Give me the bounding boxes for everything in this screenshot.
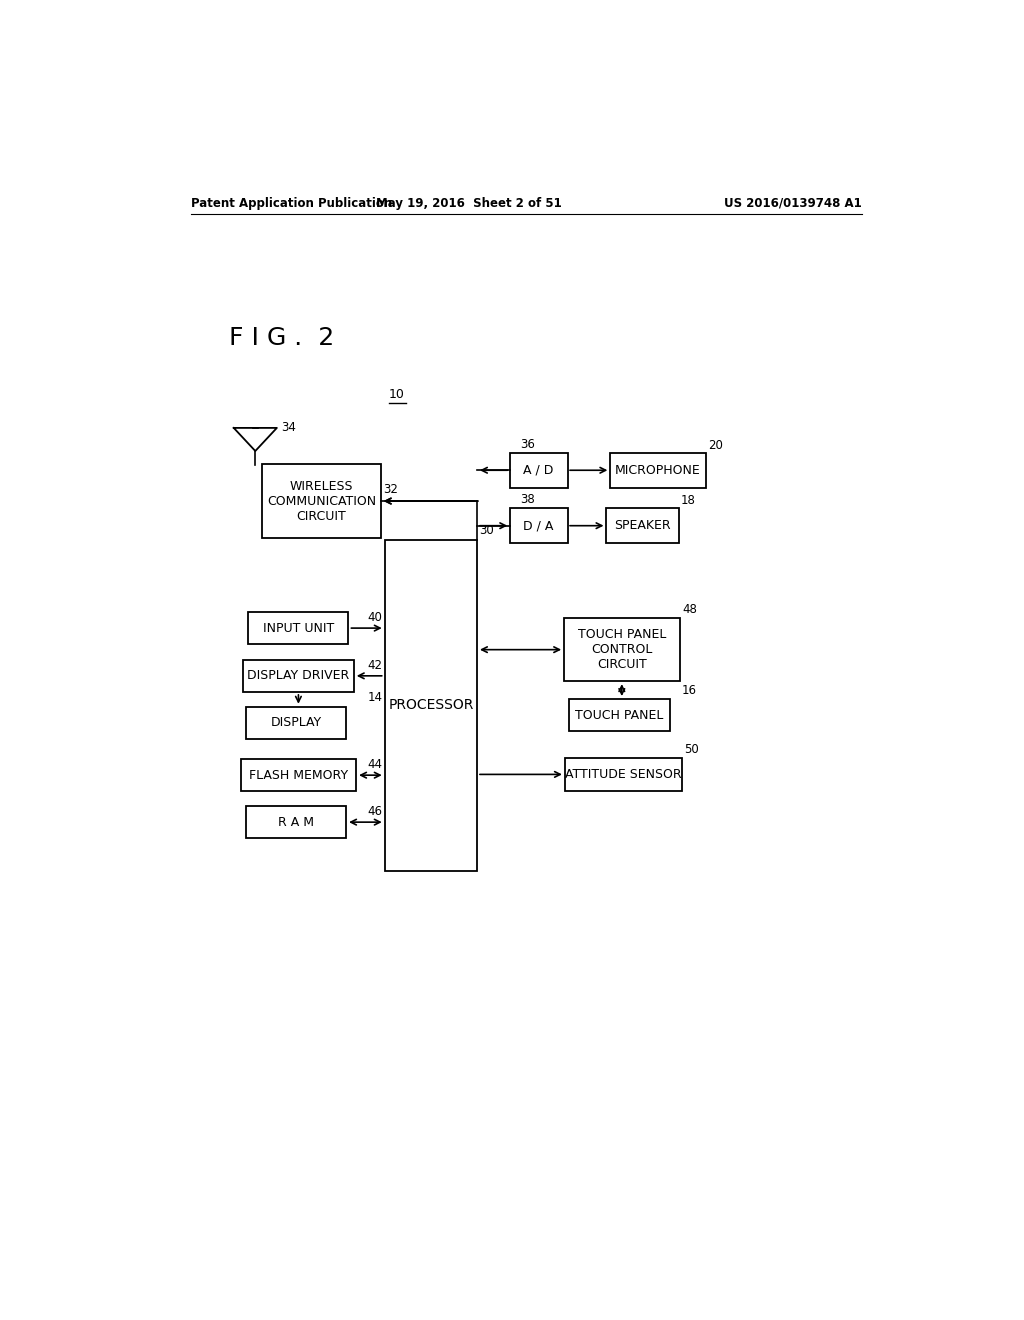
Text: D / A: D / A: [523, 519, 554, 532]
Bar: [246, 807, 346, 838]
Text: 18: 18: [681, 494, 696, 507]
Text: A / D: A / D: [523, 463, 554, 477]
Text: PROCESSOR: PROCESSOR: [388, 698, 473, 711]
Text: 50: 50: [684, 743, 699, 756]
Text: F I G .  2: F I G . 2: [229, 326, 335, 350]
Text: MICROPHONE: MICROPHONE: [615, 463, 700, 477]
Bar: [243, 660, 354, 692]
Bar: [510, 508, 567, 543]
Text: 14: 14: [368, 692, 382, 705]
Text: R A M: R A M: [279, 816, 314, 829]
Bar: [606, 508, 679, 543]
Text: TOUCH PANEL: TOUCH PANEL: [575, 709, 664, 722]
Text: 16: 16: [682, 684, 697, 697]
Bar: [385, 540, 477, 871]
Text: May 19, 2016  Sheet 2 of 51: May 19, 2016 Sheet 2 of 51: [377, 197, 562, 210]
Text: INPUT UNIT: INPUT UNIT: [263, 622, 334, 635]
Text: 44: 44: [368, 758, 382, 771]
Bar: [565, 758, 682, 791]
Bar: [246, 706, 346, 739]
Text: 48: 48: [682, 603, 696, 615]
Text: Patent Application Publication: Patent Application Publication: [190, 197, 392, 210]
Text: 20: 20: [708, 438, 723, 451]
Text: 32: 32: [383, 483, 398, 496]
Text: ATTITUDE SENSOR: ATTITUDE SENSOR: [565, 768, 682, 781]
Text: 30: 30: [479, 524, 495, 537]
Text: SPEAKER: SPEAKER: [614, 519, 671, 532]
Bar: [262, 465, 381, 537]
Text: 10: 10: [388, 388, 404, 401]
Text: FLASH MEMORY: FLASH MEMORY: [249, 768, 348, 781]
Bar: [564, 618, 680, 681]
Text: WIRELESS
COMMUNICATION
CIRCUIT: WIRELESS COMMUNICATION CIRCUIT: [267, 479, 376, 523]
Bar: [249, 612, 348, 644]
Text: 36: 36: [519, 438, 535, 451]
Bar: [569, 700, 670, 731]
Text: US 2016/0139748 A1: US 2016/0139748 A1: [724, 197, 862, 210]
Text: 42: 42: [368, 659, 382, 672]
Text: TOUCH PANEL
CONTROL
CIRCUIT: TOUCH PANEL CONTROL CIRCUIT: [578, 628, 666, 671]
Bar: [510, 453, 567, 487]
Bar: [610, 453, 707, 487]
Text: 40: 40: [368, 611, 382, 624]
Bar: [241, 759, 356, 792]
Text: DISPLAY: DISPLAY: [270, 717, 322, 730]
Text: 38: 38: [520, 494, 535, 507]
Text: 34: 34: [281, 421, 296, 434]
Text: 46: 46: [368, 805, 382, 818]
Text: DISPLAY DRIVER: DISPLAY DRIVER: [247, 669, 349, 682]
